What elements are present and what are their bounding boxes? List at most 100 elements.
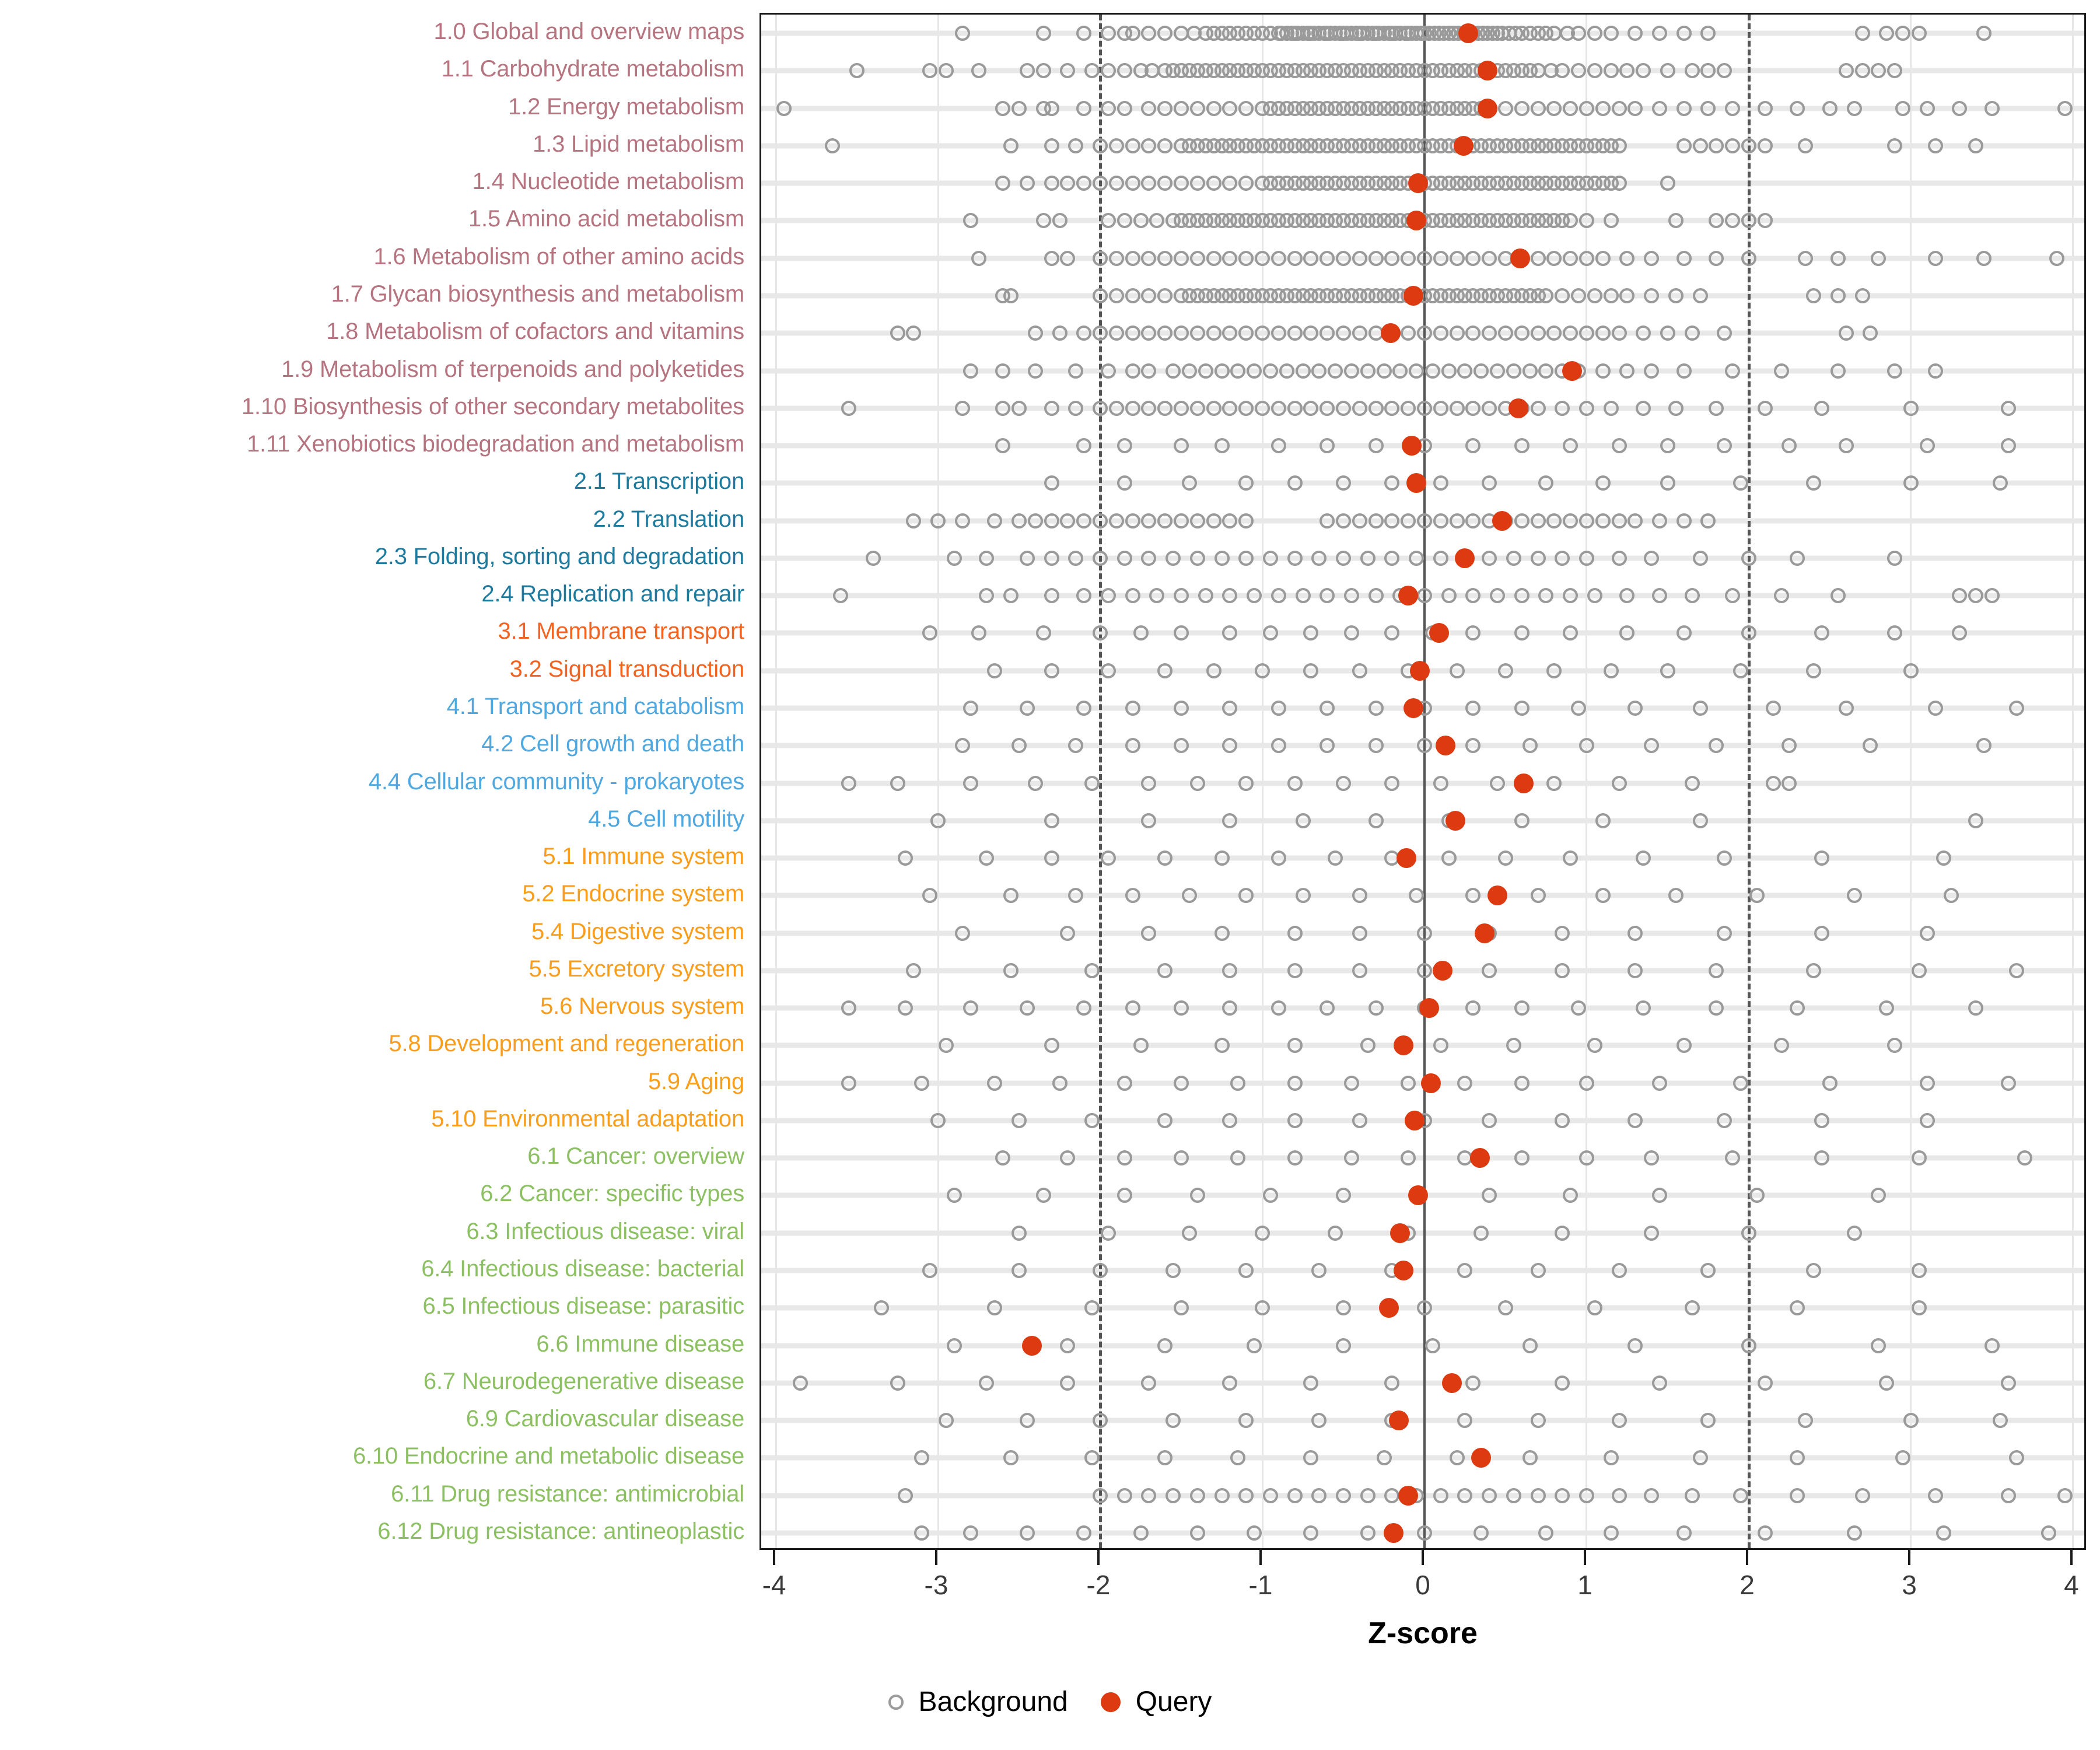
query-point[interactable] — [1408, 173, 1428, 194]
query-point[interactable] — [1378, 1298, 1399, 1318]
background-point — [1206, 663, 1222, 678]
query-point[interactable] — [1384, 1522, 1404, 1543]
query-point[interactable] — [1474, 923, 1494, 943]
background-point — [1392, 363, 1408, 379]
query-point[interactable] — [1471, 1448, 1492, 1468]
query-point[interactable] — [1393, 1035, 1413, 1056]
background-point — [987, 513, 1003, 528]
background-point — [1628, 1338, 1643, 1353]
background-point — [914, 1525, 930, 1541]
background-point — [1044, 400, 1059, 416]
background-point — [2049, 250, 2065, 266]
background-point — [1538, 288, 1554, 303]
query-point[interactable] — [1419, 998, 1440, 1019]
query-point[interactable] — [1508, 398, 1529, 418]
background-point — [1044, 588, 1059, 604]
background-point — [1424, 363, 1440, 379]
background-point — [1352, 400, 1367, 416]
query-point[interactable] — [1388, 1410, 1409, 1431]
y-axis-label: 5.4 Digestive system — [531, 918, 744, 944]
background-point — [1214, 438, 1230, 454]
query-point[interactable] — [1458, 23, 1479, 44]
query-point[interactable] — [1406, 473, 1427, 494]
y-axis-label: 1.10 Biosynthesis of other secondary met… — [241, 393, 744, 419]
background-point — [1871, 1338, 1887, 1353]
background-point — [1368, 438, 1384, 454]
background-point — [1555, 963, 1570, 978]
query-point[interactable] — [1478, 98, 1498, 118]
background-point — [1174, 1150, 1189, 1166]
query-point[interactable] — [1429, 623, 1450, 643]
query-point[interactable] — [1510, 248, 1531, 268]
query-point[interactable] — [1403, 698, 1423, 718]
background-point — [1854, 288, 1870, 303]
background-point — [1157, 26, 1173, 41]
query-point[interactable] — [1478, 61, 1498, 81]
query-point[interactable] — [1562, 360, 1582, 381]
query-point[interactable] — [1408, 1185, 1428, 1206]
query-point[interactable] — [1488, 886, 1508, 906]
query-point[interactable] — [1393, 1260, 1413, 1280]
background-point — [906, 963, 922, 978]
background-point — [1149, 588, 1165, 604]
query-point[interactable] — [1445, 810, 1465, 831]
query-point[interactable] — [1380, 323, 1401, 344]
background-point — [1482, 1488, 1497, 1503]
query-point[interactable] — [1513, 773, 1534, 793]
background-point — [1279, 363, 1294, 379]
background-point — [1174, 1000, 1189, 1016]
query-point[interactable] — [1022, 1335, 1042, 1356]
query-point[interactable] — [1401, 436, 1422, 456]
background-point — [1368, 1000, 1384, 1016]
background-point — [1157, 326, 1173, 341]
query-point[interactable] — [1455, 548, 1475, 568]
query-point[interactable] — [1398, 586, 1419, 606]
background-point — [2008, 700, 2024, 716]
background-point — [1773, 1038, 1789, 1054]
background-point — [963, 700, 978, 716]
background-point — [1125, 1000, 1140, 1016]
background-point — [1465, 888, 1481, 904]
background-point — [1084, 1112, 1100, 1128]
background-point — [1336, 775, 1351, 791]
background-point — [1757, 1525, 1773, 1541]
background-point — [1409, 363, 1424, 379]
query-point[interactable] — [1469, 1148, 1490, 1168]
query-point[interactable] — [1403, 286, 1423, 306]
background-point — [1555, 1375, 1570, 1391]
query-point[interactable] — [1432, 960, 1452, 981]
background-point — [1076, 100, 1092, 116]
query-point[interactable] — [1421, 1073, 1441, 1093]
background-point — [1044, 513, 1059, 528]
background-point — [1060, 63, 1076, 79]
legend-item-query[interactable]: Query — [1100, 1686, 1212, 1718]
background-point — [1376, 1450, 1392, 1466]
background-point — [1352, 925, 1367, 941]
background-point — [1044, 550, 1059, 566]
query-point[interactable] — [1396, 848, 1417, 869]
query-point[interactable] — [1453, 135, 1474, 156]
query-point[interactable] — [1398, 1485, 1419, 1506]
background-point — [1919, 1112, 1935, 1128]
background-point — [1433, 250, 1448, 266]
background-point — [1538, 1525, 1554, 1541]
query-point[interactable] — [1442, 1373, 1462, 1393]
background-point — [1125, 700, 1140, 716]
background-point — [792, 1375, 808, 1391]
query-point[interactable] — [1405, 1110, 1425, 1130]
legend-item-background[interactable]: Background — [888, 1686, 1068, 1718]
query-point[interactable] — [1436, 736, 1456, 756]
query-point[interactable] — [1409, 660, 1430, 681]
background-point — [841, 1075, 857, 1091]
background-point — [1384, 1488, 1400, 1503]
background-point — [1336, 326, 1351, 341]
background-point — [1984, 1338, 2000, 1353]
query-point[interactable] — [1390, 1223, 1410, 1243]
background-point — [1546, 326, 1562, 341]
background-point — [1303, 1375, 1319, 1391]
background-point — [1100, 850, 1116, 866]
query-point[interactable] — [1492, 510, 1513, 531]
background-point — [1522, 363, 1538, 379]
query-point[interactable] — [1406, 211, 1427, 231]
background-point — [1108, 400, 1124, 416]
